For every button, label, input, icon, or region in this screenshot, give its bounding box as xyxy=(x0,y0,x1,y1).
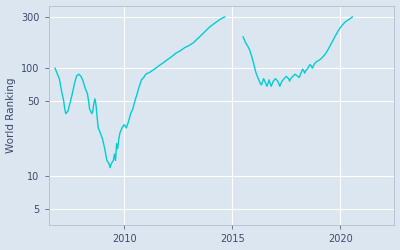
Y-axis label: World Ranking: World Ranking xyxy=(6,78,16,153)
